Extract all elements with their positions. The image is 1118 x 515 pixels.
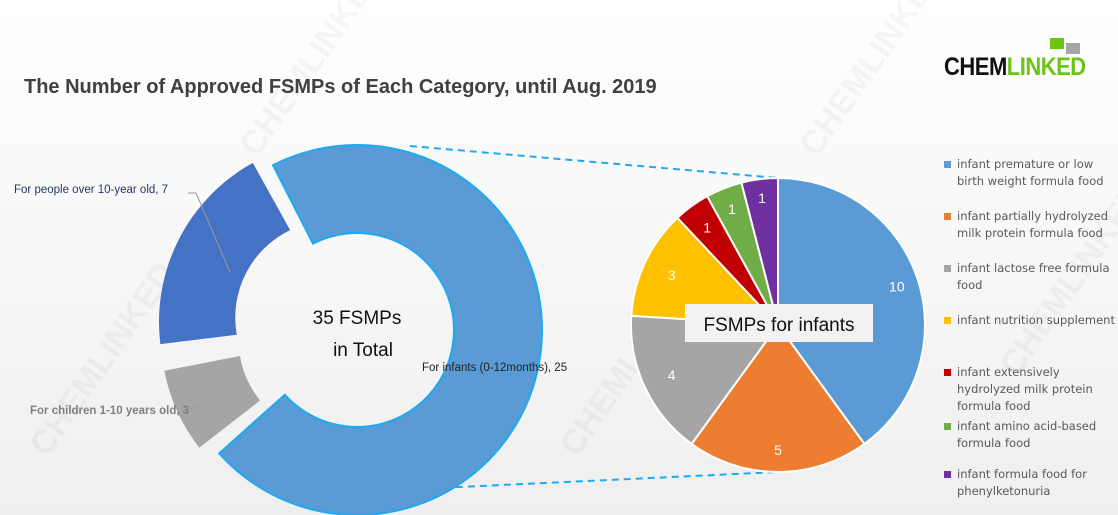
legend-swatch <box>944 423 951 430</box>
legend-item: infant premature or low birth weight for… <box>944 156 1115 190</box>
legend-label: infant formula food for phenylketonuria <box>957 467 1087 498</box>
chat-bubble-icon <box>1066 43 1080 54</box>
pie-data-label: 3 <box>668 267 676 283</box>
chat-bubble-icon <box>1050 38 1064 49</box>
legend-label: infant partially hydrolyzed milk protein… <box>957 209 1109 240</box>
leader-line <box>188 192 231 273</box>
pie-title: FSMPs for infants <box>704 315 855 336</box>
pie-slice <box>740 176 779 326</box>
data-label: For infants (0-12months), 25 <box>422 362 567 374</box>
legend-item: infant nutrition supplement <box>944 312 1115 329</box>
donut-center-label: in Total <box>333 340 393 361</box>
logo-text: LINKED <box>1006 52 1086 81</box>
connector-line <box>409 145 779 179</box>
pie-slice <box>630 216 781 327</box>
donut-center-label: 35 FSMPs <box>313 308 402 329</box>
pie-slice <box>690 323 866 473</box>
legend-swatch <box>944 369 951 376</box>
legend-swatch <box>944 161 951 168</box>
logo-text: CHEM <box>944 52 1007 81</box>
pie-data-label: 1 <box>758 190 766 206</box>
donut-slice <box>164 356 261 448</box>
legend-label: infant lactose free formula food <box>957 261 1110 292</box>
legend-label: infant amino acid-based formula food <box>957 419 1097 450</box>
legend-swatch <box>944 471 951 478</box>
legend-item: infant amino acid-based formula food <box>944 418 1115 452</box>
data-label: For children 1-10 years old, 3 <box>30 405 189 417</box>
donut-slice <box>158 162 291 345</box>
legend-swatch <box>944 265 951 272</box>
leader-line <box>190 404 199 410</box>
legend-item: infant formula food for phenylketonuria <box>944 466 1115 500</box>
pie-title-box <box>685 304 873 342</box>
donut-slice <box>217 144 543 515</box>
legend-item: infant partially hydrolyzed milk protein… <box>944 208 1115 242</box>
legend-label: infant extensively hydrolyzed milk prote… <box>957 365 1093 413</box>
legend-swatch <box>944 213 951 220</box>
legend-swatch <box>944 317 951 324</box>
pie-data-label: 10 <box>889 278 905 294</box>
pie-data-label: 1 <box>703 219 711 235</box>
pie-data-label: 4 <box>668 367 676 383</box>
legend-item: infant lactose free formula food <box>944 260 1115 294</box>
legend-item: infant extensively hydrolyzed milk prote… <box>944 364 1115 415</box>
connector-line <box>395 471 779 491</box>
legend-label: infant premature or low birth weight for… <box>957 157 1104 188</box>
pie-data-label: 1 <box>728 201 736 217</box>
pie-data-label: 5 <box>774 442 782 458</box>
chemlinked-logo: CHEMLINKED <box>944 38 1086 84</box>
pie-slice <box>630 314 780 446</box>
legend-label: infant nutrition supplement <box>957 313 1115 327</box>
data-label: For people over 10-year old, 7 <box>14 184 168 196</box>
chart-title: The Number of Approved FSMPs of Each Cat… <box>24 76 657 98</box>
